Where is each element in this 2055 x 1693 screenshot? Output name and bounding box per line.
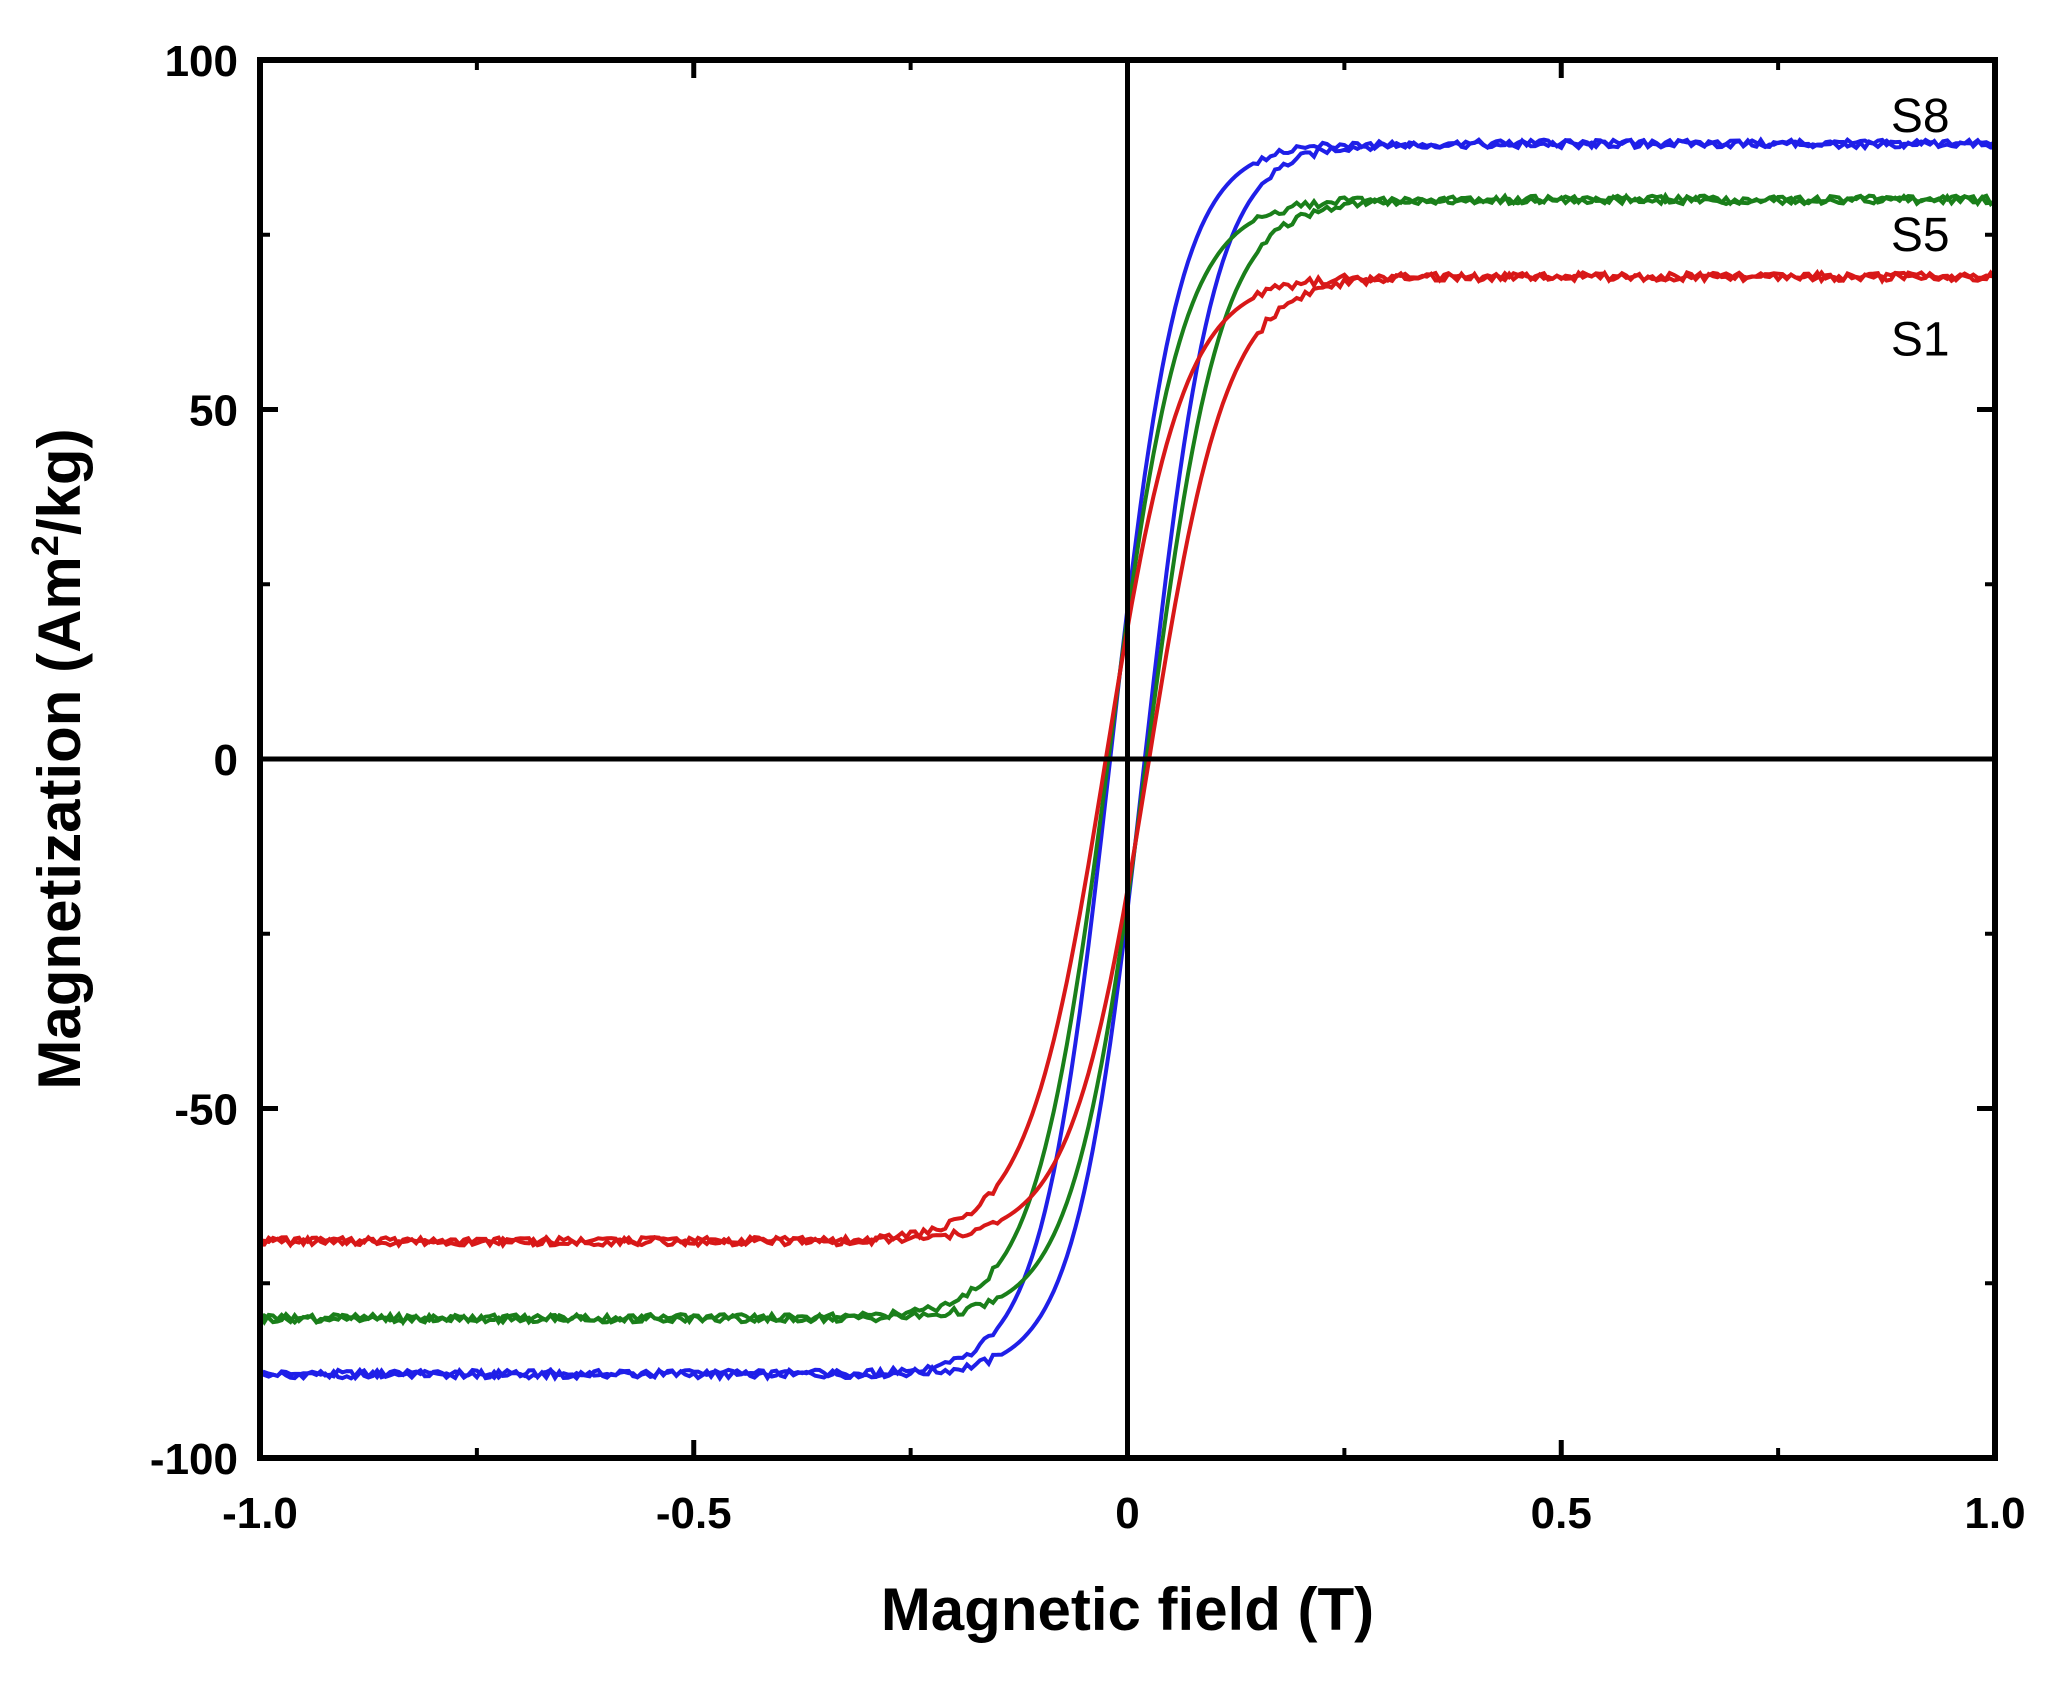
axes-layer: -1.0 -0.5 0 0.5 1.0 -100 -50 0 50 100: [150, 37, 2026, 1538]
y-tick-label: -50: [174, 1086, 238, 1135]
x-tick-label: -1.0: [222, 1489, 298, 1538]
y-axis-title-tail: /kg): [26, 428, 93, 535]
series-label-s5: S5: [1891, 209, 1950, 262]
y-axis-title-main: Magnetization (Am: [26, 556, 93, 1089]
y-tick-label: -100: [150, 1435, 238, 1484]
y-tick-label: 0: [214, 736, 238, 785]
y-axis-title: Magnetization (Am2/kg): [25, 428, 93, 1089]
x-tick-label: 0: [1115, 1489, 1139, 1538]
x-tick-label: 0.5: [1531, 1489, 1592, 1538]
x-tick-label: -0.5: [656, 1489, 732, 1538]
series-label-s1: S1: [1891, 314, 1950, 367]
series-label-s8: S8: [1891, 90, 1950, 143]
x-tick-label: 1.0: [1964, 1489, 2025, 1538]
y-tick-label: 50: [189, 387, 238, 436]
y-tick-label: 100: [165, 37, 238, 86]
labels-layer: S8 S5 S1: [1891, 90, 1950, 367]
y-axis-title-sup: 2: [25, 535, 67, 556]
x-axis-title: Magnetic field (T): [881, 1576, 1374, 1643]
